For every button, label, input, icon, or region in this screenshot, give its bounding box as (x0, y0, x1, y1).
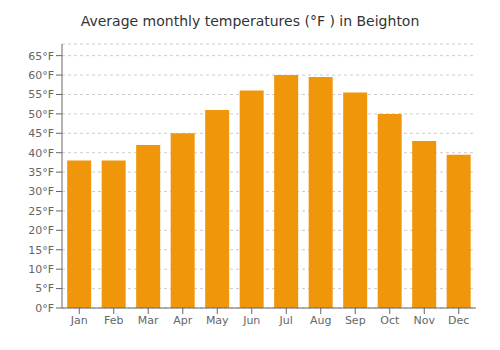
svg-text:Apr: Apr (173, 314, 193, 327)
svg-text:25°F: 25°F (28, 205, 54, 218)
svg-text:Jan: Jan (70, 314, 88, 327)
svg-text:Sep: Sep (345, 314, 366, 327)
svg-text:35°F: 35°F (28, 166, 54, 179)
svg-text:5°F: 5°F (35, 282, 54, 295)
svg-text:Oct: Oct (380, 314, 400, 327)
svg-text:45°F: 45°F (28, 127, 54, 140)
svg-text:40°F: 40°F (28, 147, 54, 160)
svg-text:15°F: 15°F (28, 244, 54, 257)
html-text:Average monthly temperatures (: Average monthly temperatures (°F ) in Be… (80, 13, 420, 29)
svg-text:Feb: Feb (104, 314, 123, 327)
svg-text:65°F: 65°F (28, 50, 54, 63)
svg-text:Nov: Nov (414, 314, 436, 327)
svg-text:Dec: Dec (448, 314, 469, 327)
svg-text:55°F: 55°F (28, 88, 54, 101)
svg-text:30°F: 30°F (28, 185, 54, 198)
svg-text:Jul: Jul (279, 314, 293, 327)
svg-text:60°F: 60°F (28, 69, 54, 82)
svg-text:20°F: 20°F (28, 224, 54, 237)
svg-text:50°F: 50°F (28, 108, 54, 121)
svg-text:Mar: Mar (138, 314, 159, 327)
svg-text:10°F: 10°F (28, 263, 54, 276)
svg-text:Aug: Aug (310, 314, 331, 327)
svg-text:Jun: Jun (242, 314, 260, 327)
svg-text:0°F: 0°F (35, 302, 54, 315)
svg-text:May: May (206, 314, 229, 327)
